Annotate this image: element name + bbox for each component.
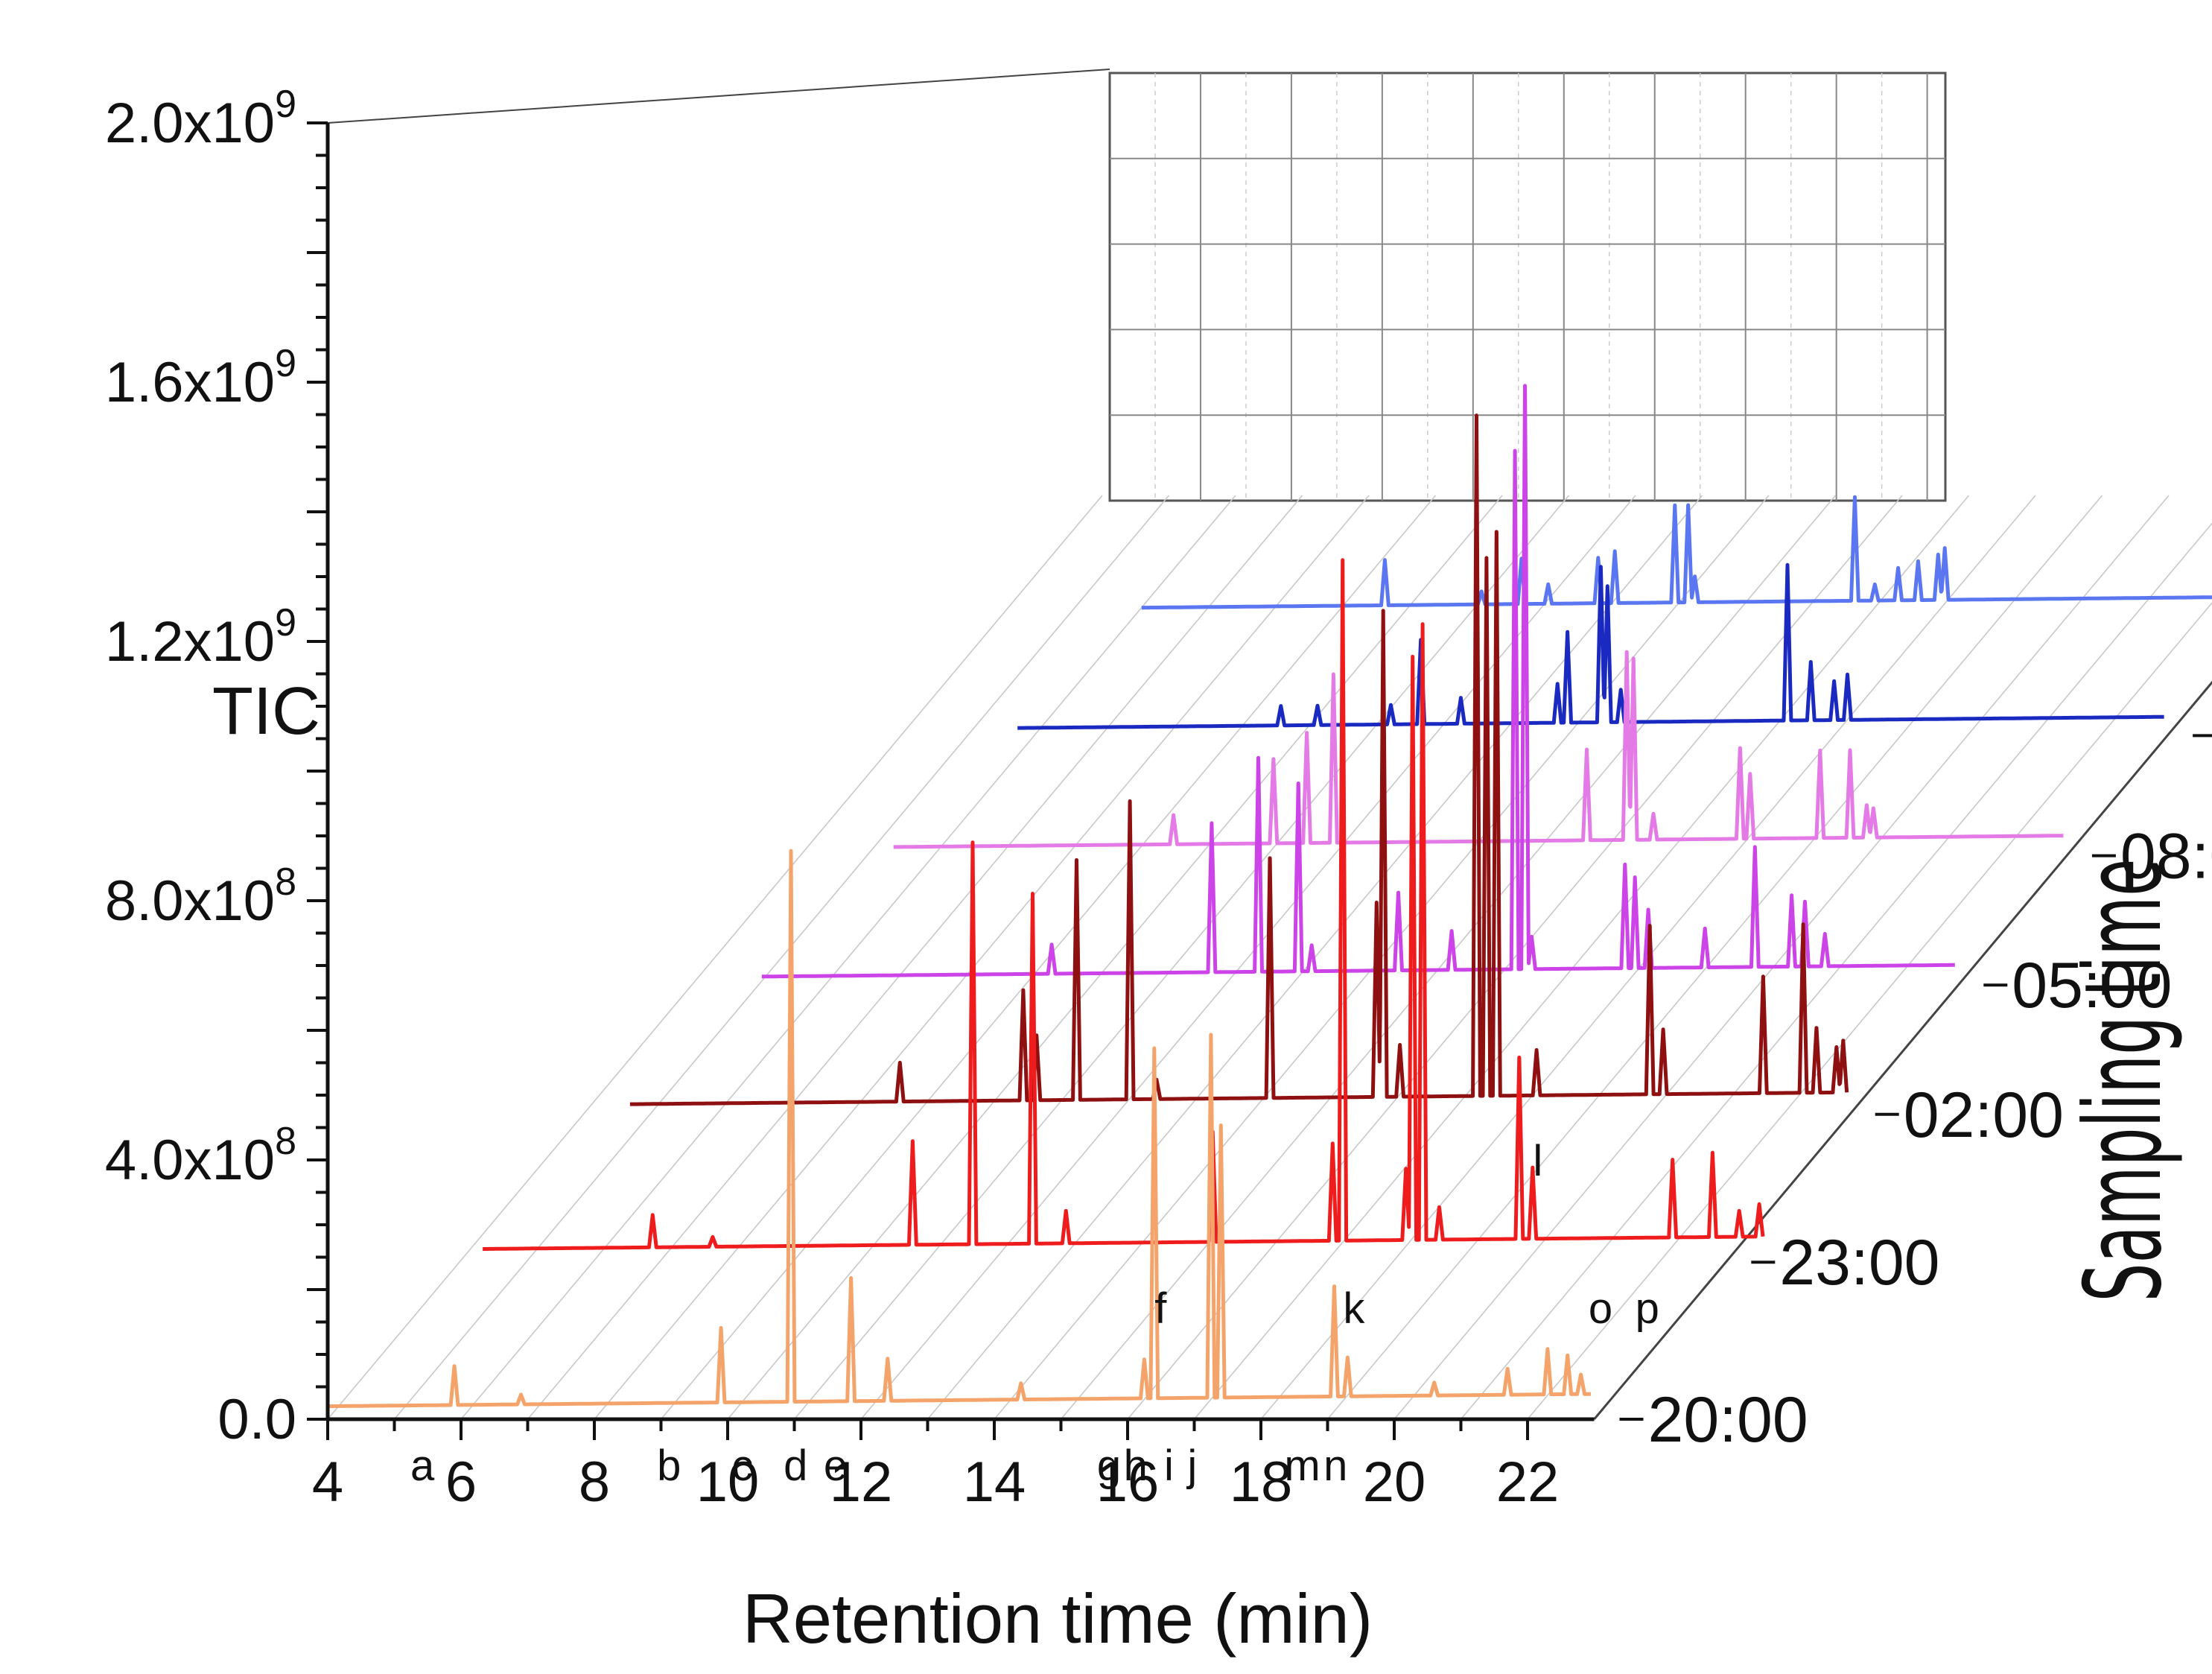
sampling-time-label: 20:00 xyxy=(1648,1384,1808,1456)
z-tick-label: 1.6x109 xyxy=(105,342,296,414)
floor-gridline xyxy=(1127,495,1903,1420)
series-layer xyxy=(328,384,2212,1409)
peak-label-j: j xyxy=(1186,1442,1197,1490)
peak-label-h: h xyxy=(1124,1442,1148,1490)
peak-label-b: b xyxy=(657,1442,681,1490)
peak-label-a: a xyxy=(410,1442,435,1490)
sampling-time-label: 05:00 xyxy=(2012,950,2172,1021)
series-line-2300 xyxy=(483,558,1765,1251)
peak-label-m: m xyxy=(1284,1442,1320,1490)
peak-label-p: p xyxy=(1636,1284,1659,1333)
z-tick-label: 8.0x108 xyxy=(105,860,296,933)
series-line-0200 xyxy=(629,413,1849,1106)
x-tick-label: 12 xyxy=(830,1451,893,1514)
floor-gridline xyxy=(860,495,1636,1420)
series-line-2000 xyxy=(328,849,1592,1409)
right-floor-edge xyxy=(1593,680,2212,1420)
peak-label-k: k xyxy=(1343,1284,1365,1333)
sampling-time-label: 23:00 xyxy=(1779,1227,1939,1299)
floor-gridline xyxy=(527,495,1303,1420)
z-tick-label: 1.2x109 xyxy=(105,601,296,673)
floor-gridline xyxy=(1326,495,2103,1420)
peak-label-d: d xyxy=(784,1442,807,1490)
sampling-time-label: 02:00 xyxy=(1904,1079,2064,1151)
x-tick-label: 4 xyxy=(312,1451,343,1514)
peak-label-g: g xyxy=(1097,1442,1121,1490)
x-tick-label: 16 xyxy=(1096,1451,1160,1514)
floor-gridline xyxy=(1460,522,2212,1420)
series-line-1100 xyxy=(1017,562,2164,730)
z-tick-label: 4.0x108 xyxy=(105,1120,296,1192)
back-wall-frame xyxy=(1108,72,1947,502)
sampling-time-label: 08:00 xyxy=(2120,821,2212,893)
x-tick-label: 18 xyxy=(1230,1451,1293,1514)
x-tick-label: 20 xyxy=(1363,1451,1426,1514)
floor-gridline xyxy=(327,495,1103,1420)
peak-label-e: e xyxy=(824,1442,848,1490)
floor-gridline xyxy=(1193,495,1970,1420)
z-axis-title: TIC xyxy=(212,674,320,749)
floor-gridline xyxy=(793,495,1570,1420)
floor-gridline xyxy=(393,495,1170,1420)
floor-grid-lines xyxy=(327,69,2212,1420)
x-tick-label: 10 xyxy=(696,1451,760,1514)
left-wall-edge xyxy=(327,69,1110,124)
x-tick-label: 14 xyxy=(963,1451,1026,1514)
x-tick-label: 22 xyxy=(1496,1451,1560,1514)
series-line-1400 xyxy=(1141,495,2212,610)
floor-gridline xyxy=(460,495,1236,1420)
peak-label-n: n xyxy=(1323,1442,1347,1490)
peak-labels-layer: a b c d e f g h i j k l m n o p xyxy=(410,1137,1659,1490)
floor-gridline xyxy=(594,495,1370,1420)
floor-gridline xyxy=(1393,495,2170,1420)
peak-label-f: f xyxy=(1154,1284,1167,1333)
z-tick-label: 0.0 xyxy=(217,1388,296,1451)
peak-label-i: i xyxy=(1164,1442,1174,1490)
z-tick-label: 2.0x109 xyxy=(105,83,296,155)
axes-layer: 4 6 8 10 12 14 16 18 20 22 0.0 4.0x108 8.0x108 1.2x10… xyxy=(105,83,2212,1514)
peak-label-c: c xyxy=(731,1442,753,1490)
floor-gridline xyxy=(1527,602,2212,1420)
peak-label-o: o xyxy=(1589,1284,1612,1333)
x-tick-label: 8 xyxy=(579,1451,610,1514)
x-tick-label: 6 xyxy=(445,1451,477,1514)
back-wall-grid xyxy=(1108,72,1947,502)
floor-gridline xyxy=(727,495,1503,1420)
x-axis-title: Retention time (min) xyxy=(743,1579,1373,1658)
series-line-0500 xyxy=(761,384,1955,979)
sampling-time-axis-title: Sampling time xyxy=(2062,858,2185,1302)
peak-label-l: l xyxy=(1533,1137,1542,1185)
